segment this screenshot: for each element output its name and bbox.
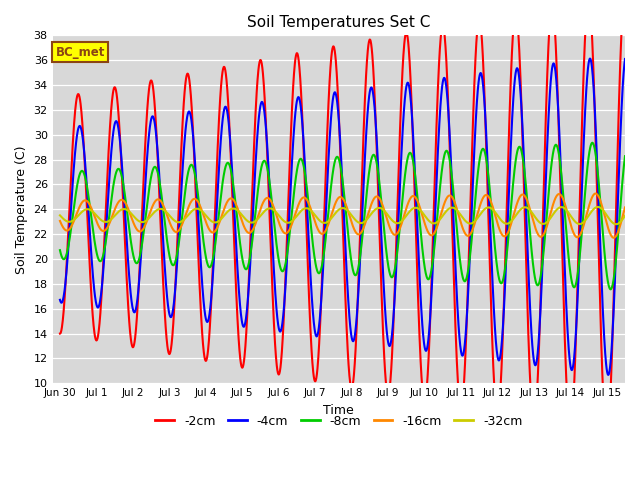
-32cm bbox=[612, 221, 620, 227]
-16cm bbox=[316, 229, 324, 235]
Line: -4cm: -4cm bbox=[60, 59, 625, 375]
X-axis label: Time: Time bbox=[323, 404, 354, 417]
-8cm bbox=[85, 195, 93, 201]
-32cm bbox=[56, 213, 64, 218]
-2cm bbox=[316, 330, 324, 336]
-4cm bbox=[605, 372, 612, 378]
Line: -32cm: -32cm bbox=[60, 207, 625, 224]
Legend: -2cm, -4cm, -8cm, -16cm, -32cm: -2cm, -4cm, -8cm, -16cm, -32cm bbox=[150, 410, 527, 433]
-8cm bbox=[331, 159, 339, 165]
-4cm bbox=[85, 213, 93, 219]
-2cm bbox=[85, 244, 93, 250]
-8cm bbox=[316, 270, 324, 276]
-2cm bbox=[501, 269, 509, 275]
-32cm bbox=[316, 218, 324, 224]
-4cm bbox=[621, 56, 629, 62]
-8cm bbox=[605, 283, 612, 289]
-16cm bbox=[621, 204, 629, 210]
-4cm bbox=[331, 89, 339, 95]
-2cm bbox=[603, 433, 611, 439]
-8cm bbox=[501, 267, 509, 273]
-32cm bbox=[501, 220, 509, 226]
-8cm bbox=[605, 282, 612, 288]
-4cm bbox=[605, 370, 613, 376]
-32cm bbox=[605, 216, 612, 221]
Text: BC_met: BC_met bbox=[56, 46, 105, 59]
-32cm bbox=[85, 206, 93, 212]
-8cm bbox=[56, 247, 64, 253]
-16cm bbox=[605, 227, 612, 232]
Line: -2cm: -2cm bbox=[60, 0, 625, 436]
-4cm bbox=[501, 287, 509, 293]
-16cm bbox=[501, 233, 509, 239]
-32cm bbox=[605, 215, 612, 221]
Line: -16cm: -16cm bbox=[60, 193, 625, 238]
-2cm bbox=[56, 331, 64, 336]
Y-axis label: Soil Temperature (C): Soil Temperature (C) bbox=[15, 145, 28, 274]
-16cm bbox=[331, 202, 339, 208]
-2cm bbox=[605, 419, 612, 425]
-32cm bbox=[594, 204, 602, 210]
-8cm bbox=[607, 287, 614, 292]
-16cm bbox=[85, 200, 93, 206]
-32cm bbox=[621, 213, 629, 219]
Line: -8cm: -8cm bbox=[60, 143, 625, 289]
-4cm bbox=[316, 317, 324, 323]
-32cm bbox=[331, 211, 339, 217]
-2cm bbox=[331, 48, 339, 53]
-4cm bbox=[586, 56, 594, 61]
-16cm bbox=[605, 228, 612, 233]
Title: Soil Temperatures Set C: Soil Temperatures Set C bbox=[247, 15, 431, 30]
-4cm bbox=[56, 297, 64, 303]
-16cm bbox=[592, 191, 600, 196]
-4cm bbox=[605, 371, 612, 377]
-2cm bbox=[605, 422, 612, 428]
-8cm bbox=[588, 140, 596, 145]
-16cm bbox=[610, 235, 618, 240]
-16cm bbox=[56, 218, 64, 224]
-8cm bbox=[621, 153, 629, 159]
